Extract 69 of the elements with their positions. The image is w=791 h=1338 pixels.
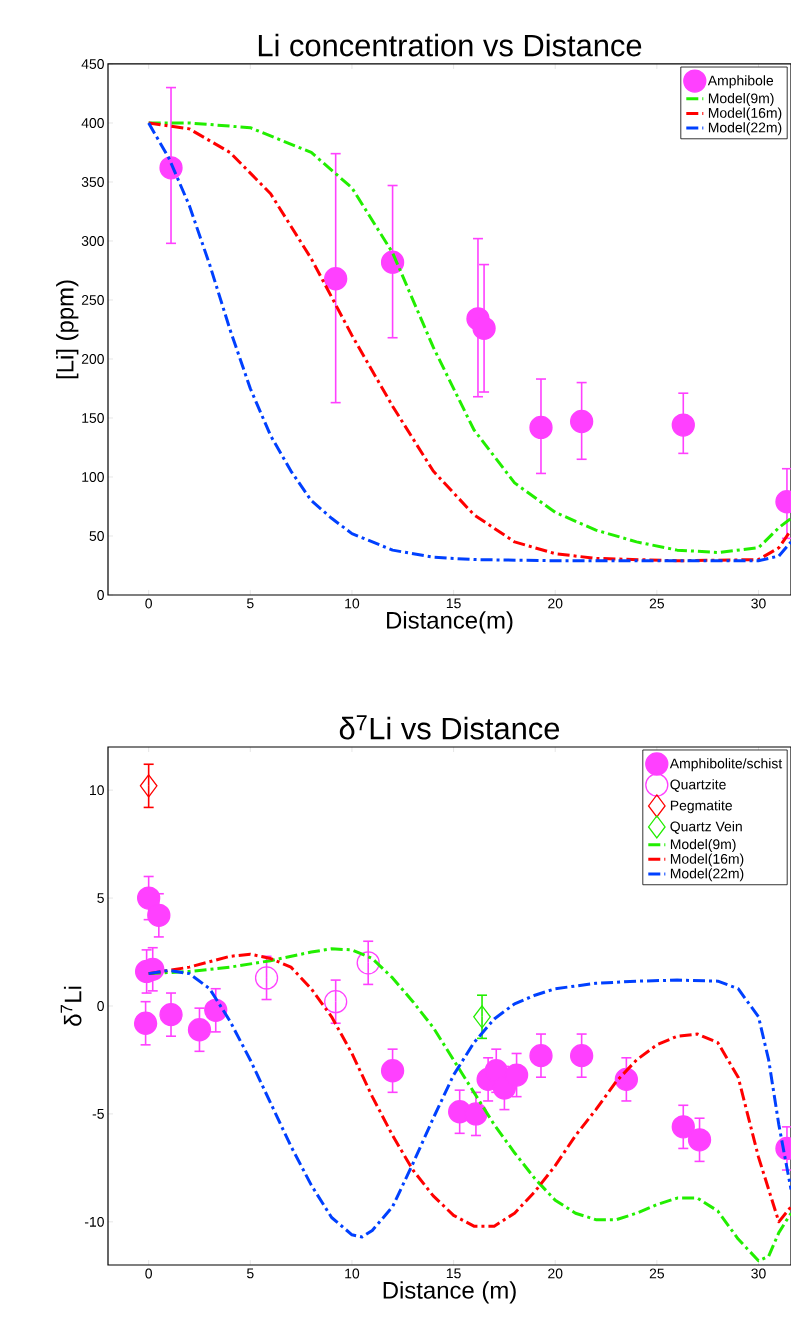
legend-label: Model(9m) xyxy=(708,93,774,107)
x-tick-label: 25 xyxy=(649,1268,665,1279)
x-tick-label: 20 xyxy=(548,1268,563,1279)
y-tick-label: 400 xyxy=(81,118,104,128)
point xyxy=(472,316,496,340)
point xyxy=(254,966,279,990)
point xyxy=(671,1115,695,1139)
point xyxy=(687,1128,712,1152)
point xyxy=(464,1102,488,1126)
chart-title: δ$^{7}$Li vs Distance xyxy=(339,715,560,740)
legend-label: Model(22m) xyxy=(670,868,744,882)
y-tick-label: 50 xyxy=(89,531,104,541)
point xyxy=(569,1043,594,1068)
y-tick-label: 0 xyxy=(97,590,104,600)
x-tick-label: 0 xyxy=(145,598,152,609)
point xyxy=(356,951,380,975)
point xyxy=(529,1043,553,1068)
x-tick-label: 30 xyxy=(751,1268,766,1279)
x-tick-label: 25 xyxy=(649,598,665,609)
y-tick-label: -10 xyxy=(84,1216,104,1227)
point xyxy=(137,886,161,910)
point xyxy=(324,267,348,291)
point xyxy=(204,998,228,1022)
x-axis-title: Distance (m) xyxy=(383,1281,516,1304)
legend-label: Amphibolite/schist xyxy=(669,758,783,772)
point xyxy=(569,409,594,434)
legend-label: Quartzite xyxy=(670,779,726,792)
point xyxy=(380,1059,405,1083)
point xyxy=(324,990,348,1014)
point xyxy=(671,413,695,437)
y-axis-title: δ$^{7}$Li xyxy=(60,986,82,1026)
y-tick-label: 300 xyxy=(81,236,104,246)
legend-label: Amphibole xyxy=(707,75,774,89)
y-tick-label: 10 xyxy=(90,785,104,796)
x-tick-label: 0 xyxy=(145,1268,152,1279)
y-tick-label: -5 xyxy=(92,1109,104,1119)
legend-label: Model(22m) xyxy=(708,122,782,136)
x-tick-label: 30 xyxy=(751,598,766,609)
y-tick-label: 350 xyxy=(81,177,104,187)
y-axis-title: [Li] (ppm) xyxy=(56,280,79,379)
x-axis-title: Distance(m) xyxy=(387,611,513,634)
y-tick-label: 150 xyxy=(82,413,104,423)
legend-label: Quartz Vein xyxy=(670,821,742,834)
x-tick-label: 5 xyxy=(246,598,254,609)
y-tick-label: 5 xyxy=(97,893,104,903)
legend-label: Model(16m) xyxy=(670,853,744,867)
point xyxy=(159,1002,183,1027)
legend-label: Pegmatite xyxy=(670,800,732,814)
point xyxy=(139,774,158,798)
point xyxy=(529,415,553,440)
point xyxy=(473,1005,491,1029)
point xyxy=(187,1018,212,1042)
y-tick-label: 0 xyxy=(97,1001,104,1011)
point xyxy=(147,903,171,927)
legend-label: Model(9m) xyxy=(670,838,736,852)
legend-label: Model(16m) xyxy=(708,107,782,121)
x-tick-label: 20 xyxy=(548,598,563,609)
chart-title: Li concentration vs Distance xyxy=(258,33,642,57)
point xyxy=(504,1063,529,1087)
x-tick-label: 15 xyxy=(446,1268,461,1279)
y-tick-label: 250 xyxy=(81,295,104,305)
y-tick-label: 100 xyxy=(82,472,104,482)
point xyxy=(133,1011,158,1035)
x-tick-label: 10 xyxy=(345,598,360,609)
x-tick-label: 15 xyxy=(446,598,461,609)
y-tick-label: 200 xyxy=(81,354,104,364)
y-tick-label: 450 xyxy=(81,59,104,69)
x-tick-label: 5 xyxy=(246,1268,254,1279)
x-tick-label: 10 xyxy=(345,1268,360,1279)
